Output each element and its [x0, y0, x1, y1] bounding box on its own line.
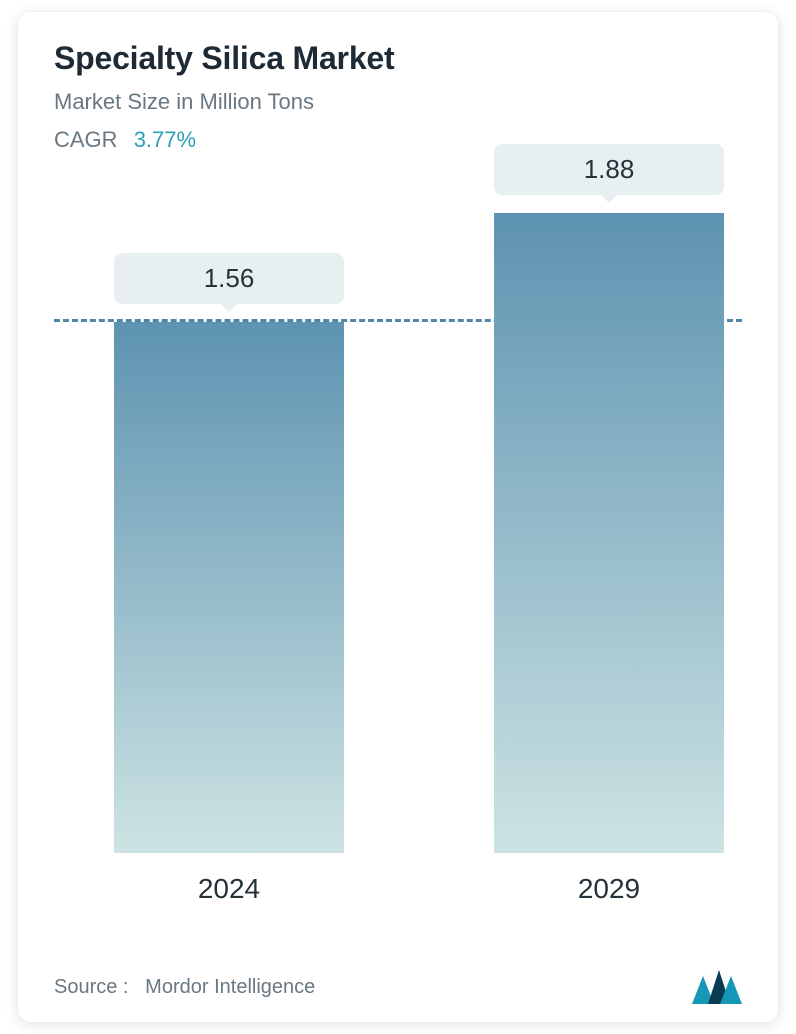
bar: [114, 322, 344, 853]
x-axis-label: 2029: [494, 873, 724, 905]
value-pill: 1.56: [114, 253, 344, 304]
cagr-label: CAGR: [54, 127, 118, 152]
plot-area: 1.5620241.882029: [54, 213, 742, 853]
source-label: Source :: [54, 976, 128, 998]
chart-card: Specialty Silica Market Market Size in M…: [18, 12, 778, 1022]
brand-logo-icon: [692, 970, 742, 1004]
chart-title: Specialty Silica Market: [54, 40, 742, 77]
value-pill: 1.88: [494, 144, 724, 195]
source-name: Mordor Intelligence: [145, 976, 315, 998]
footer: Source : Mordor Intelligence: [54, 970, 742, 1004]
cagr-value: 3.77%: [134, 127, 196, 152]
source-text: Source : Mordor Intelligence: [54, 976, 315, 999]
x-axis-label: 2024: [114, 873, 344, 905]
chart-subtitle: Market Size in Million Tons: [54, 89, 742, 115]
bar: [494, 213, 724, 853]
bar-chart: 1.5620241.882029: [54, 213, 742, 913]
